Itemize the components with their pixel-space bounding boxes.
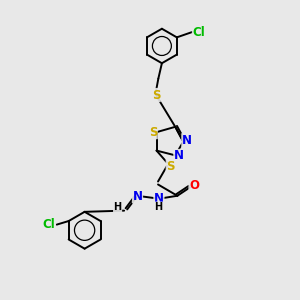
Text: N: N [133,190,142,203]
Text: H: H [154,202,163,212]
Text: Cl: Cl [43,218,56,231]
Text: S: S [152,88,160,101]
Text: N: N [154,192,164,205]
Text: S: S [149,126,157,139]
Text: Cl: Cl [192,26,205,38]
Text: O: O [189,179,199,193]
Text: N: N [174,149,184,162]
Text: H: H [113,202,122,212]
Text: N: N [182,134,192,147]
Text: S: S [166,160,175,172]
